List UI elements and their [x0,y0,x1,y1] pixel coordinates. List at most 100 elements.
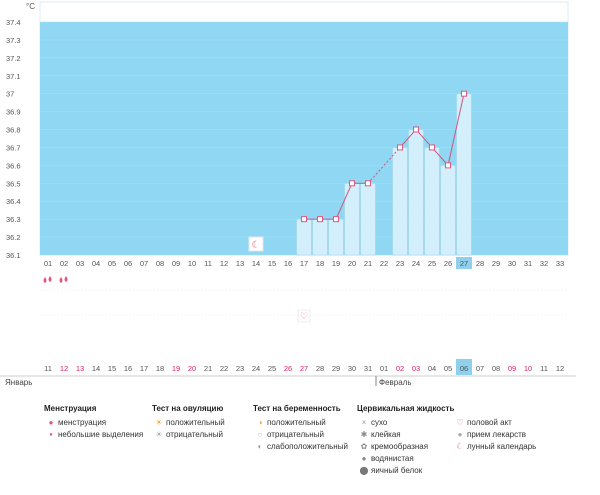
creamy-icon: ✿ [360,442,368,451]
drop-icon [43,277,47,283]
temperature-point [301,216,307,223]
cycle-day-label: 24 [412,259,420,268]
legend-mucus-creamy: ✿ кремообразная [357,441,454,453]
y-tick-label: 37 [6,90,14,99]
calendar-date-label: 13 [76,364,84,373]
legend-pregnancy-positive: ◑ положительный [253,417,348,429]
drop-icon [48,276,52,282]
cycle-day-label: 12 [220,259,228,268]
cycle-day-label: 25 [428,259,436,268]
y-tick-label: 36.3 [6,215,21,224]
calendar-date-label: 12 [556,364,564,373]
temperature-bar [312,218,328,256]
legend-pregnancy-negative: ○ отрицательный [253,429,348,441]
cycle-day-label: 31 [524,259,532,268]
cycle-day-label: 04 [92,259,100,268]
y-tick-label: 37.4 [6,18,21,27]
temperature-point [397,144,403,151]
cycle-day-label: 30 [508,259,516,268]
legend-ovulation-negative: ☀ отрицательный [152,429,225,441]
pregnancy-weak-icon: ◐ [257,442,263,451]
month-label: Февраль [379,378,412,387]
legend-ovulation-positive: ☀ положительный [152,417,224,429]
legend-mucus-watery: ● водянистая [357,453,454,465]
cycle-day-label: 23 [396,259,404,268]
calendar-date-label: 12 [60,364,68,373]
watery-drop-icon: ● [361,454,367,463]
temperature-bar [440,165,456,256]
drop-icon [59,277,63,283]
cycle-day-label: 13 [236,259,244,268]
y-tick-label: 36.9 [6,108,21,117]
cycle-day-label: 01 [44,259,52,268]
legend-medication: ● прием лекарств [453,429,536,441]
temperature-point [317,216,323,223]
heart-icon: ♡ [456,418,464,427]
today-date-highlight [456,359,472,375]
temperature-bar [408,129,424,256]
y-tick-label: 36.7 [6,143,21,152]
y-tick-label: 37.3 [6,36,21,45]
calendar-date-label: 28 [316,364,324,373]
calendar-date-label: 21 [204,364,212,373]
calendar-date-label: 26 [284,364,292,373]
cycle-day-label: 16 [284,259,292,268]
sun-positive-icon: ☀ [155,418,163,427]
calendar-date-label: 24 [252,364,260,373]
temperature-bar [328,218,344,256]
calendar-date-label: 18 [156,364,164,373]
drop-icon [64,276,68,282]
temperature-point [333,216,339,223]
y-tick-label: 36.6 [6,161,21,170]
calendar-date-label: 17 [140,364,148,373]
calendar-date-label: 09 [508,364,516,373]
calendar-date-label: 29 [332,364,340,373]
moon-icon: ☾ [252,240,261,251]
cycle-day-label: 05 [108,259,116,268]
cycle-day-label: 26 [444,259,452,268]
calendar-date-label: 11 [540,364,548,373]
legend-menstruation-title: Менструация [44,404,97,413]
legend-spotting-item: ● небольшие выделения [44,429,143,441]
calendar-date-label: 15 [108,364,116,373]
temperature-point [429,144,435,151]
temperature-bar [392,147,408,256]
y-tick-label: 37.2 [6,54,21,63]
y-tick-label: 36.5 [6,179,21,188]
menstruation-icon [43,276,52,283]
calendar-date-label: 20 [188,364,196,373]
lunar-cell [248,236,264,252]
calendar-date-label: 04 [428,364,436,373]
legend-pregnancy-title: Тест на беременность [253,404,341,413]
temperature-point [445,162,451,169]
y-tick-label: 37.1 [6,72,21,81]
calendar-date-label: 16 [124,364,132,373]
temperature-point [365,180,371,187]
y-tick-label: 36.8 [6,126,21,135]
cycle-day-label: 29 [492,259,500,268]
calendar-date-label: 25 [268,364,276,373]
temperature-point [413,126,419,133]
legend-menstruation-item: ● менструация [44,417,143,429]
calendar-date-label: 14 [92,364,100,373]
cycle-day-label: 19 [332,259,340,268]
today-day-highlight [456,257,472,269]
y-tick-label: 36.4 [6,197,21,206]
cycle-day-label: 32 [540,259,548,268]
calendar-date-label: 19 [172,364,180,373]
egg-white-icon: ⬤ [359,466,369,475]
temperature-bar [296,218,312,256]
temperature-point [461,90,467,97]
calendar-date-label: 30 [348,364,356,373]
cycle-day-label: 14 [252,259,260,268]
pill-icon: ● [457,430,463,439]
cycle-day-label: 21 [364,259,372,268]
drop-double-icon: ● [48,418,54,427]
drop-icon: ● [49,432,53,438]
calendar-date-label: 03 [412,364,420,373]
cycle-day-label: 28 [476,259,484,268]
legend-menstruation: Менструация ● менструация ● небольшие вы… [44,403,143,441]
cycle-day-label: 27 [460,259,468,268]
cycle-day-label: 10 [188,259,196,268]
cycle-day-label: 22 [380,259,388,268]
